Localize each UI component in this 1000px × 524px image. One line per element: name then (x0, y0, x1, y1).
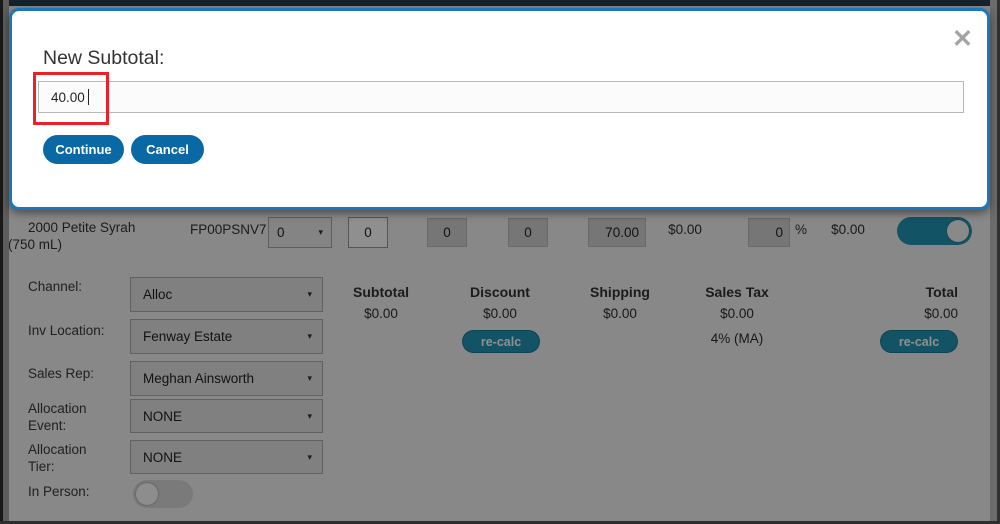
allocation-event-value: NONE (143, 408, 183, 424)
quantity-input[interactable] (348, 217, 388, 248)
inv-location-label: Inv Location: (28, 323, 105, 338)
percent-sign: % (795, 222, 808, 237)
total-value: $0.00 (924, 306, 958, 321)
chevron-down-icon: ▾ (307, 410, 312, 421)
scrollbar-track[interactable] (990, 0, 997, 524)
product-active-toggle[interactable] (897, 217, 972, 245)
chevron-down-icon: ▾ (307, 451, 312, 462)
total-header: Total (925, 284, 958, 300)
product-name-line1: 2000 Petite Syrah (28, 220, 136, 235)
total-recalc-button[interactable]: re-calc (880, 330, 958, 353)
sales-tax-value: $0.00 (720, 306, 754, 321)
modal-title: New Subtotal: (43, 47, 165, 69)
quantity-dropdown[interactable]: 0 ▾ (268, 217, 332, 248)
product-name-line2: (750 mL) (8, 237, 63, 252)
window-frame-bottom (0, 521, 1000, 524)
shipping-value: $0.00 (603, 306, 637, 321)
chevron-down-icon: ▾ (307, 373, 312, 383)
subtotal-header: Subtotal (353, 284, 409, 300)
new-subtotal-modal: ✕ New Subtotal: Continue Cancel (9, 8, 990, 210)
cancel-button[interactable]: Cancel (131, 135, 204, 164)
window-frame-top (0, 0, 1000, 6)
product-sku: FP00PSNV7 (190, 222, 267, 237)
new-subtotal-input[interactable] (38, 81, 964, 113)
sales-rep-dropdown[interactable]: Meghan Ainsworth ▾ (130, 361, 323, 396)
shipping-header: Shipping (590, 284, 650, 300)
toggle-knob (947, 220, 969, 242)
subtotal-input-wrap (38, 81, 964, 113)
line-subtotal-value: $0.00 (668, 222, 702, 237)
sales-rep-value: Meghan Ainsworth (143, 371, 255, 386)
toggle-knob (136, 483, 158, 505)
quantity-dropdown-value: 0 (277, 225, 285, 240)
close-icon[interactable]: ✕ (952, 25, 973, 53)
allocation-tier-dropdown[interactable]: NONE ▾ (130, 440, 323, 474)
price-field (588, 218, 646, 247)
quantity-disabled-field-2 (508, 218, 548, 247)
in-person-toggle[interactable] (133, 480, 193, 508)
discount-recalc-button[interactable]: re-calc (462, 330, 540, 353)
window-frame-right (997, 0, 1000, 524)
chevron-down-icon: ▾ (307, 331, 312, 341)
allocation-tier-value: NONE (143, 449, 183, 465)
allocation-tier-label: Allocation Tier: (28, 442, 87, 474)
inv-location-dropdown[interactable]: Fenway Estate ▾ (130, 319, 323, 354)
channel-dropdown[interactable]: Alloc ▾ (130, 277, 323, 312)
window-frame-left (0, 0, 3, 524)
window-frame-left-inner (3, 0, 9, 524)
channel-label: Channel: (28, 279, 83, 294)
in-person-label: In Person: (28, 484, 90, 499)
quantity-disabled-field-1 (427, 218, 467, 247)
channel-value: Alloc (143, 287, 173, 302)
sales-tax-rate-note: 4% (MA) (710, 331, 764, 346)
allocation-event-dropdown[interactable]: NONE ▾ (130, 399, 323, 433)
allocation-event-label: Allocation Event: (28, 401, 87, 433)
subtotal-value: $0.00 (364, 306, 398, 321)
chevron-down-icon: ▾ (307, 289, 312, 299)
discount-percent-field (748, 218, 790, 247)
discount-value: $0.00 (483, 306, 517, 321)
product-name: 2000 Petite Syrah (750 mL) (8, 219, 173, 253)
text-cursor (88, 89, 89, 105)
inv-location-value: Fenway Estate (143, 329, 233, 344)
continue-button[interactable]: Continue (43, 135, 124, 164)
line-total-value: $0.00 (831, 222, 865, 237)
chevron-down-icon: ▾ (318, 227, 323, 237)
sales-tax-header: Sales Tax (705, 284, 769, 300)
discount-header: Discount (470, 284, 530, 300)
sales-rep-label: Sales Rep: (28, 366, 95, 381)
